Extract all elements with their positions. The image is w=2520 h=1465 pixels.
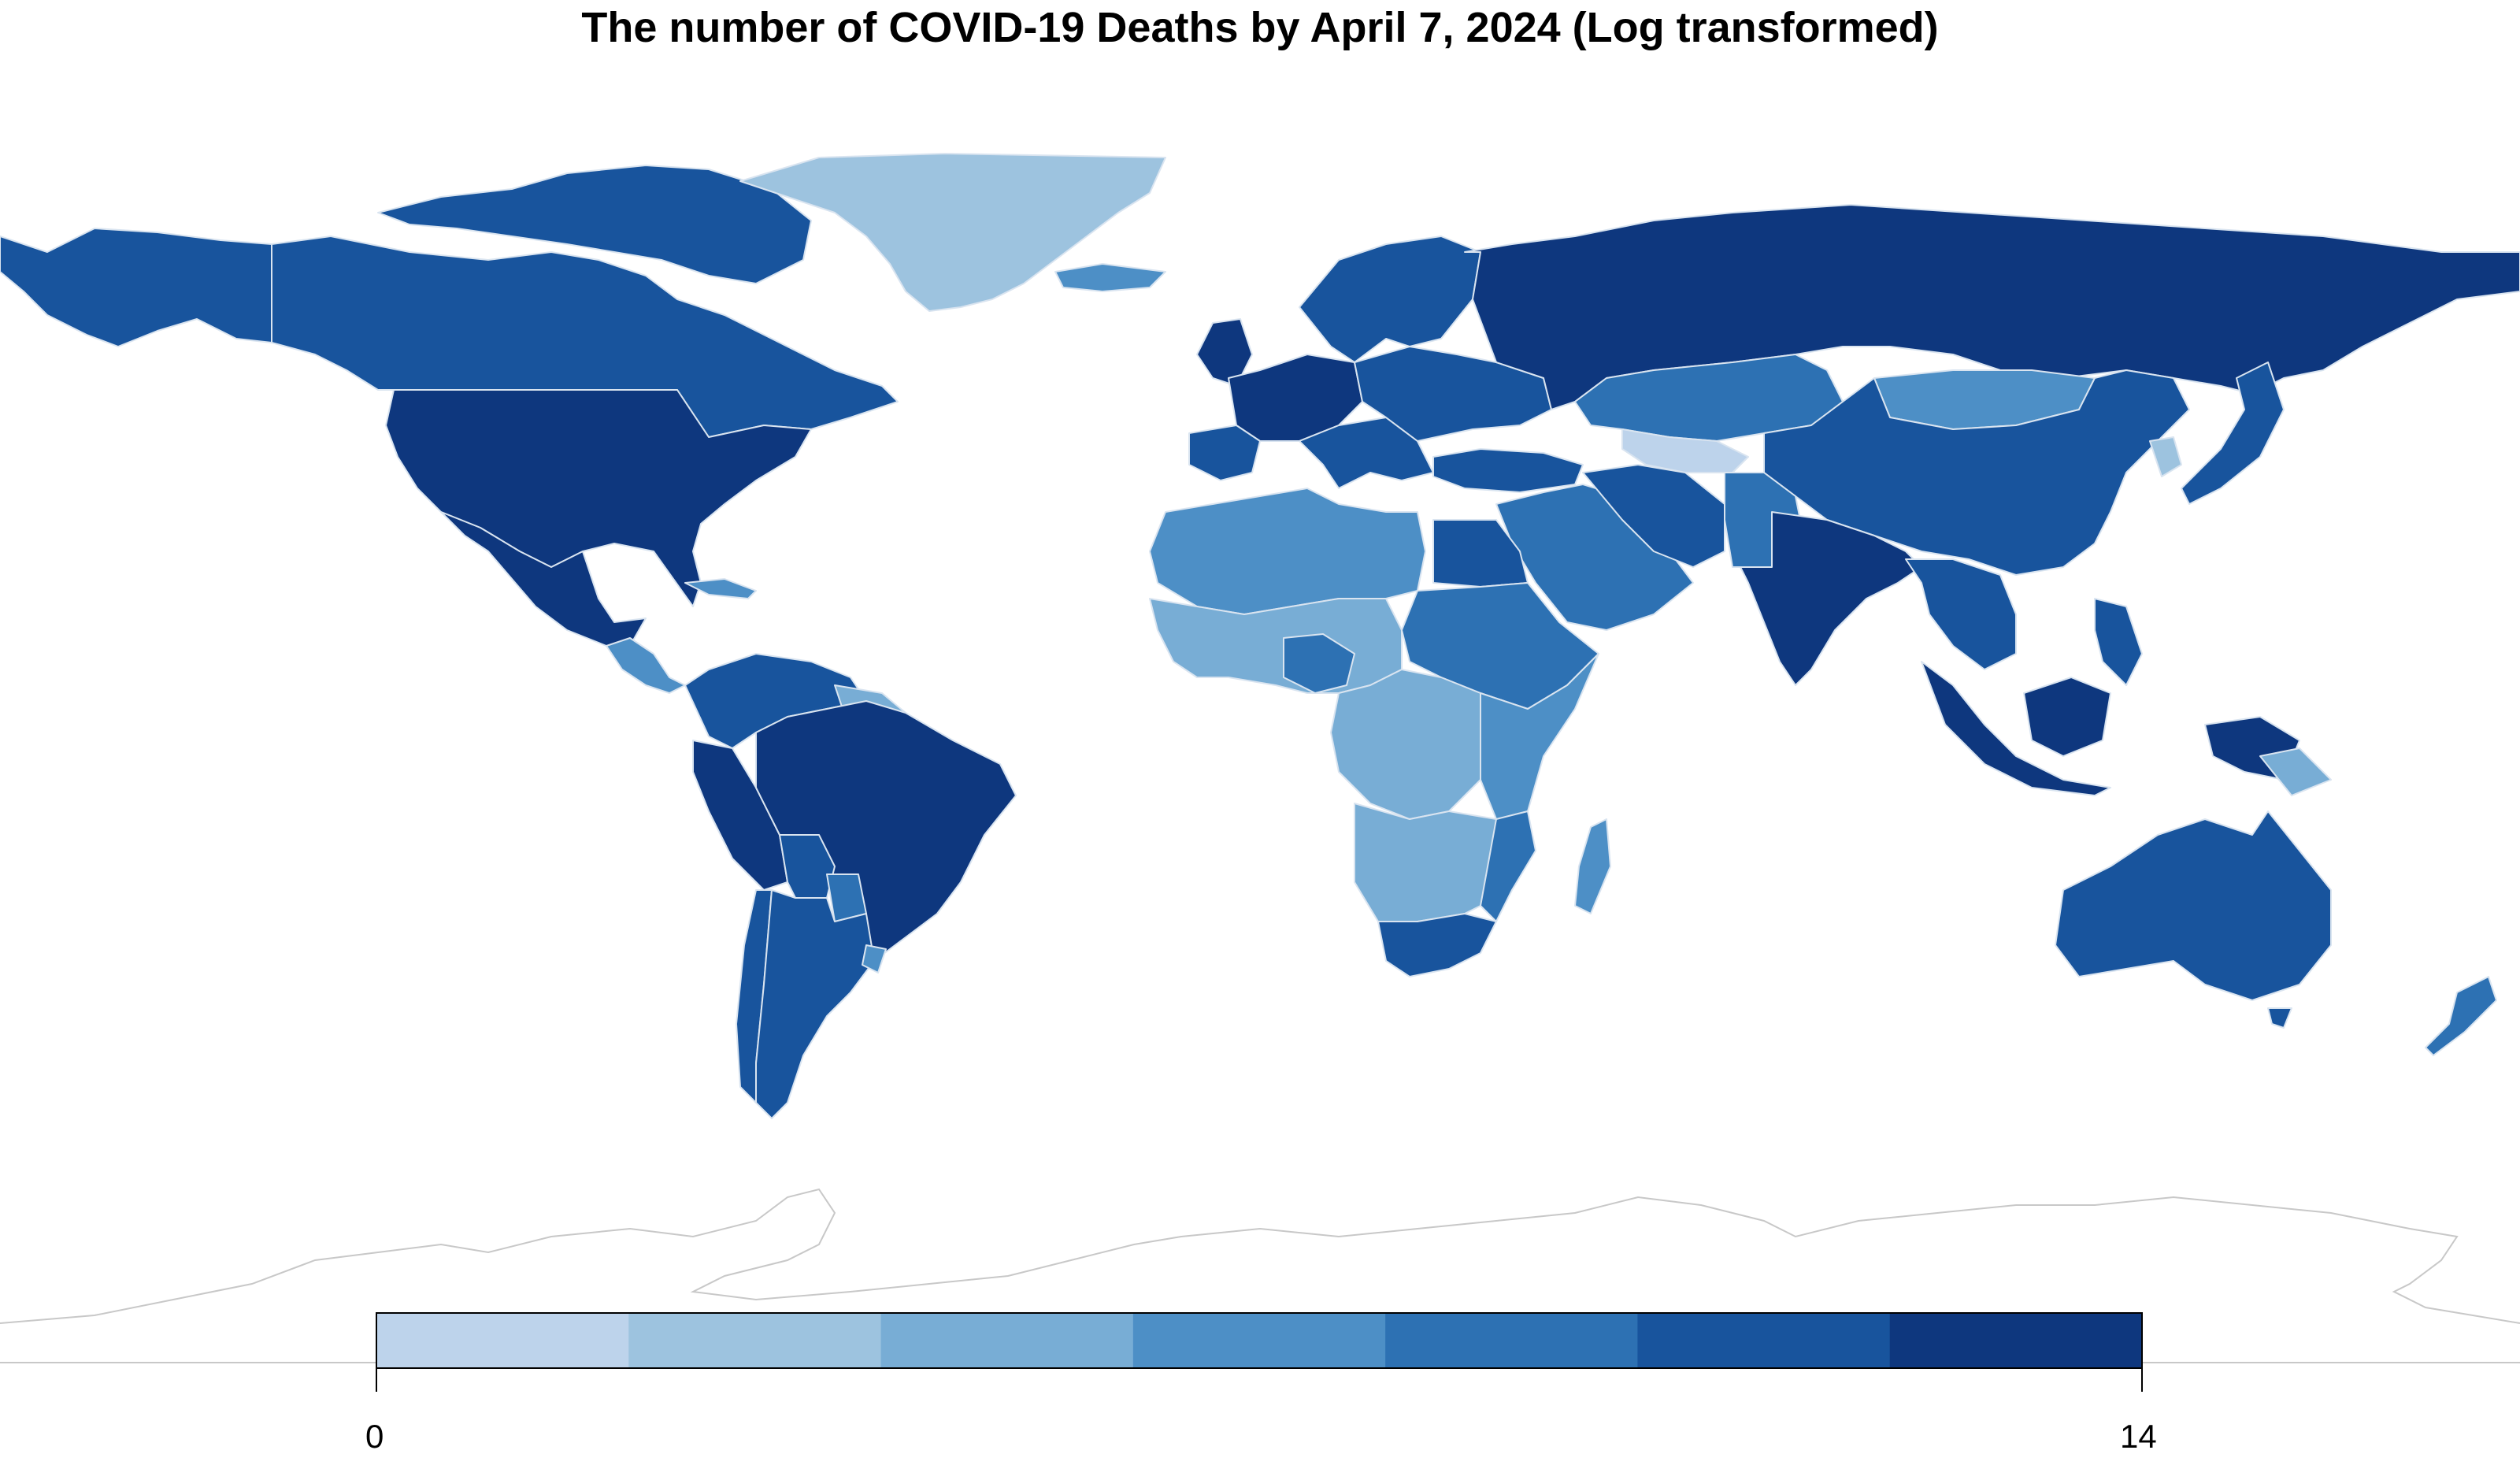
region-sahel-west-africa bbox=[1149, 598, 1403, 694]
region-argentina bbox=[755, 889, 875, 1119]
region-australia bbox=[2055, 810, 2332, 1001]
region-uruguay bbox=[862, 944, 887, 974]
region-mexico bbox=[440, 511, 647, 647]
legend-bin-5 bbox=[1385, 1313, 1638, 1368]
region-mozambique bbox=[1480, 810, 1536, 922]
legend-bin-6 bbox=[1637, 1313, 1891, 1368]
region-nigeria bbox=[1283, 633, 1355, 694]
region-iran bbox=[1582, 464, 1725, 568]
region-scandinavia bbox=[1299, 236, 1481, 363]
region-iceland bbox=[1054, 263, 1166, 292]
region-philippines bbox=[2094, 598, 2143, 686]
region-north-africa bbox=[1149, 488, 1426, 615]
region-italy-balkans bbox=[1299, 417, 1434, 489]
region-tasmania bbox=[2267, 1007, 2292, 1029]
map-title: The number of COVID-19 Deaths by April 7… bbox=[581, 4, 1939, 51]
region-cuba bbox=[684, 578, 757, 599]
region-borneo bbox=[2023, 677, 2111, 757]
region-korea bbox=[2149, 436, 2182, 477]
region-central-america bbox=[606, 637, 686, 694]
region-malay-indonesia-west bbox=[1921, 661, 2111, 796]
legend-bin-1 bbox=[376, 1313, 629, 1368]
region-madagascar bbox=[1574, 818, 1611, 914]
region-eastern-europe bbox=[1354, 346, 1552, 442]
legend-min-label: 0 bbox=[365, 1418, 384, 1455]
region-india bbox=[1740, 511, 1922, 686]
region-central-africa bbox=[1330, 669, 1497, 820]
region-south-africa bbox=[1377, 913, 1497, 977]
region-greenland bbox=[739, 153, 1166, 312]
legend-bin-2 bbox=[628, 1313, 882, 1368]
legend-bin-7 bbox=[1889, 1313, 2143, 1368]
region-turkey bbox=[1432, 448, 1584, 493]
legend-bin-3 bbox=[880, 1313, 1134, 1368]
color-legend bbox=[376, 1312, 2143, 1392]
region-new-zealand bbox=[2425, 976, 2497, 1056]
region-iberia bbox=[1188, 425, 1261, 481]
region-usa bbox=[385, 389, 812, 607]
region-papua bbox=[2259, 747, 2332, 796]
legend-max-label: 14 bbox=[2120, 1418, 2157, 1455]
region-canada bbox=[271, 236, 899, 438]
region-canada-arctic-islands bbox=[377, 165, 812, 284]
region-east-africa bbox=[1480, 653, 1599, 820]
region-peru-ecuador bbox=[692, 740, 788, 891]
region-japan bbox=[2181, 362, 2285, 505]
region-alaska bbox=[0, 228, 272, 347]
region-southeast-asia bbox=[1905, 558, 2017, 670]
legend-bin-4 bbox=[1132, 1313, 1386, 1368]
region-antarctica-outline bbox=[0, 1188, 2520, 1324]
legend-frame bbox=[376, 1312, 2143, 1369]
